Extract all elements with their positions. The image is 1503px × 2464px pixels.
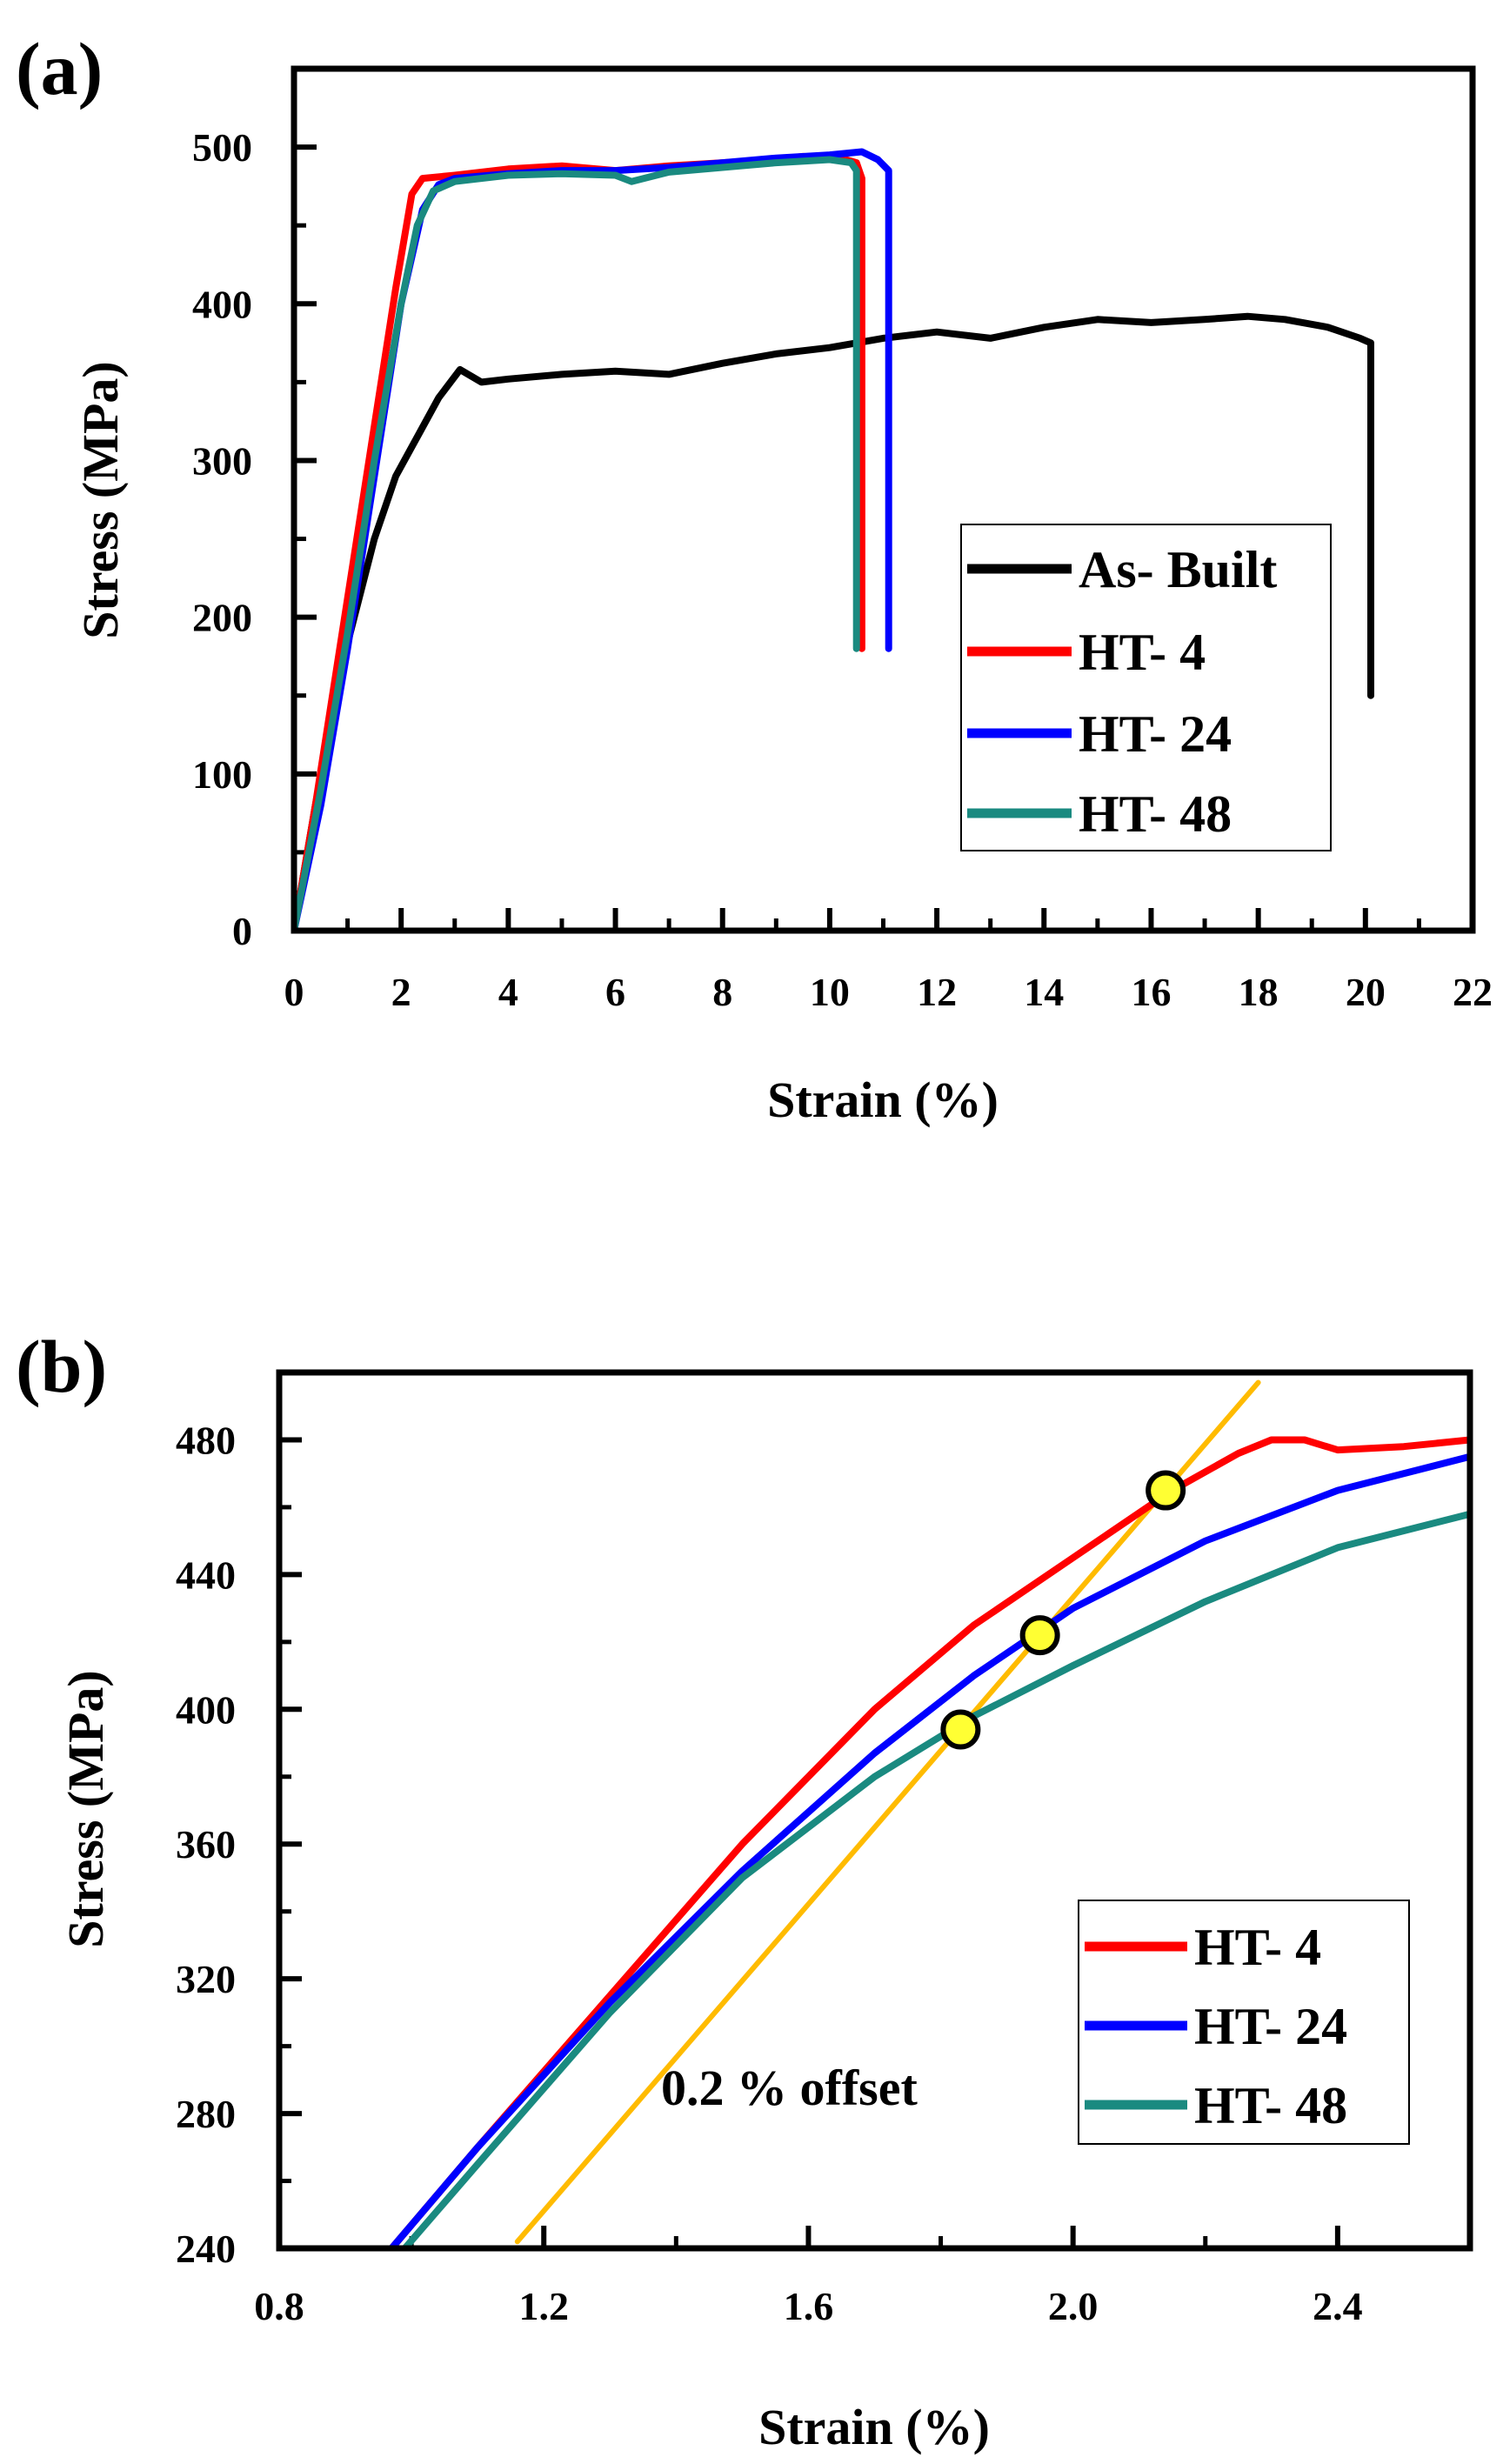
b-series-line-ht-48	[401, 1510, 1470, 2248]
b-yield-point-marker	[1146, 1470, 1186, 1511]
a-x-tick-label: 6	[605, 970, 625, 1014]
b-y-tick-label: 480	[176, 1418, 236, 1462]
b-y-tick-label: 320	[176, 1957, 236, 2001]
b-x-tick-label: 2.4	[1313, 2284, 1363, 2328]
a-y-tick-label: 300	[192, 438, 252, 483]
panel-a-x-axis-title: Strain (%)	[767, 1072, 999, 1128]
panel-a-label: (a)	[16, 27, 103, 110]
panel-a-legend: As- Built HT- 4 HT- 24 HT- 48	[960, 524, 1332, 851]
a-series-line-ht-48	[294, 156, 860, 931]
a-y-tick-label: 100	[192, 752, 252, 797]
legend-label-ht-48: HT- 48	[1079, 785, 1232, 843]
panel-a-frame	[291, 65, 1476, 934]
panel-b-legend: HT- 4 HT- 24 HT- 48	[1078, 1900, 1410, 2145]
b-x-tick-label: 0.8	[254, 2284, 304, 2328]
b-series-line-ht-24	[388, 1452, 1470, 2248]
legend-label-as-built: As- Built	[1079, 541, 1277, 598]
b-series-line-ht-4	[388, 1436, 1470, 2248]
panel-b-x-axis-title: Strain (%)	[758, 2399, 990, 2455]
a-series-group	[294, 148, 1374, 931]
a-series-line-ht-4	[294, 152, 865, 931]
b-series-group	[388, 1379, 1470, 2248]
b-yield-point-marker	[940, 1709, 981, 1750]
legend-label-b-ht-48: HT- 48	[1194, 2077, 1347, 2134]
a-x-tick-label: 8	[712, 970, 732, 1014]
offset-line-annotation: 0.2 % offset	[661, 2060, 918, 2116]
b-x-tick-label: 1.2	[518, 2284, 569, 2328]
a-series-line-ht-24	[294, 148, 892, 931]
panel-b-tick-labels: 0.8 1.2 1.6 2.0 2.4 240 280 320 360 400 440 480	[176, 1418, 1363, 2328]
b-y-tick-label: 360	[176, 1822, 236, 1866]
b-x-tick-label: 1.6	[784, 2284, 834, 2328]
a-x-tick-label: 2	[391, 970, 411, 1014]
panel-b-y-axis-title: Stress (MPa)	[57, 1670, 114, 1947]
b-x-tick-label: 2.0	[1048, 2284, 1099, 2328]
a-x-tick-label: 16	[1131, 970, 1171, 1014]
panel-b-frame	[276, 1369, 1473, 2252]
a-x-tick-label: 10	[810, 970, 850, 1014]
panel-a-tick-labels: 0 2 4 6 8 10 12 14 16 18 20 22 0 100 200 300 400 500	[192, 125, 1493, 1014]
legend-label-ht-24: HT- 24	[1079, 705, 1232, 763]
b-y-tick-label: 280	[176, 2092, 236, 2136]
a-x-tick-label: 4	[498, 970, 518, 1014]
a-x-tick-label: 18	[1239, 970, 1279, 1014]
a-y-tick-label: 200	[192, 596, 252, 640]
a-y-tick-label: 0	[232, 909, 252, 953]
legend-label-b-ht-4: HT- 4	[1194, 1919, 1321, 1976]
b-y-tick-label: 240	[176, 2227, 236, 2271]
a-y-tick-label: 500	[192, 125, 252, 170]
a-x-tick-label: 22	[1453, 970, 1493, 1014]
panel-b-plot-area	[388, 1379, 1470, 2248]
a-x-tick-label: 14	[1024, 970, 1064, 1014]
a-x-tick-label: 12	[917, 970, 957, 1014]
panel-a-plot-area	[294, 148, 1374, 931]
b-series-line-0-2-offset	[514, 1379, 1261, 2245]
legend-label-ht-4: HT- 4	[1079, 624, 1206, 681]
panel-a-y-axis-title: Stress (MPa)	[72, 361, 129, 638]
panel-a: (a) 0 2 4 6 8 10 12 14 16 18 20 220100200300400500 …	[16, 27, 1493, 1128]
a-series-line-as-built	[294, 312, 1374, 931]
panel-b-label: (b)	[16, 1325, 107, 1408]
panel-a-legend-box	[960, 524, 1332, 851]
b-y-tick-label: 440	[176, 1553, 236, 1597]
panel-b: (b) 0.8 1.2 1.6 2.0 2.4 240 280 320 360 400 440 480…	[16, 1325, 1473, 2455]
a-y-tick-label: 400	[192, 282, 252, 326]
a-x-tick-label: 0	[284, 970, 304, 1014]
a-x-tick-label: 20	[1346, 970, 1386, 1014]
b-yield-point-marker	[1019, 1615, 1060, 1656]
b-y-tick-label: 400	[176, 1687, 236, 1732]
legend-label-b-ht-24: HT- 24	[1194, 1998, 1347, 2055]
